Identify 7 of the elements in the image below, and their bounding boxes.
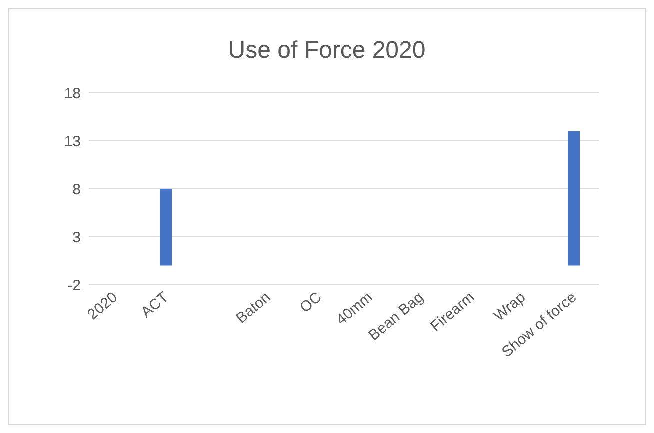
x-tick-label: OC	[296, 288, 326, 317]
y-tick-label: 13	[64, 133, 81, 150]
y-tick-label: 18	[64, 85, 81, 102]
y-tick-label: 3	[72, 229, 81, 246]
y-tick-label: 8	[72, 181, 81, 198]
chart-title: Use of Force 2020	[227, 37, 427, 65]
y-tick-label: -2	[68, 277, 81, 294]
